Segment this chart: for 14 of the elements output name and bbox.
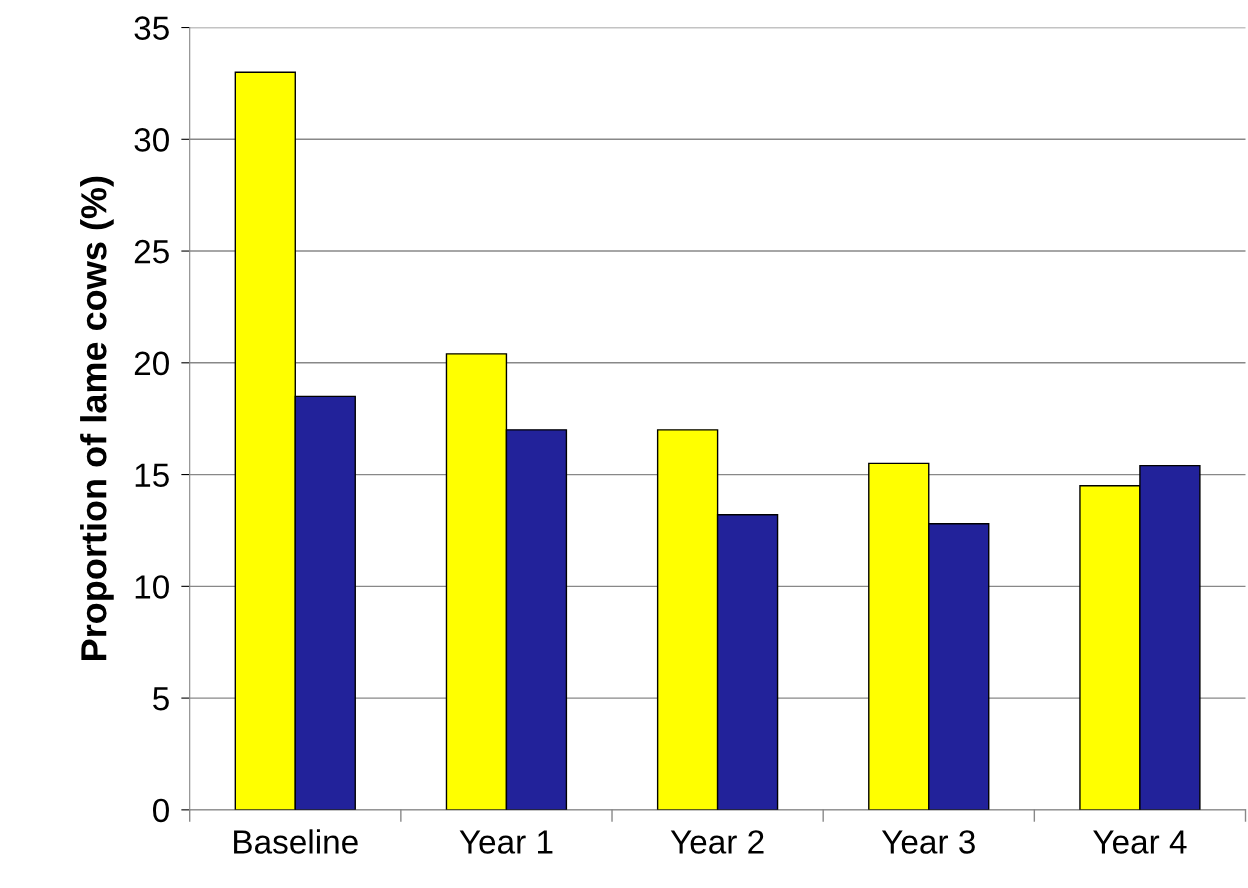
x-tick-label: Baseline bbox=[234, 829, 358, 854]
x-tick-label: Year 1 bbox=[459, 830, 553, 854]
y-tick-label: 0 bbox=[153, 798, 169, 823]
y-axis-title: Proportion of lame cows (%) bbox=[80, 176, 114, 661]
y-tick-label: 15 bbox=[135, 463, 169, 487]
x-tick-label: Year 4 bbox=[1093, 830, 1187, 854]
y-tick-label: 10 bbox=[135, 575, 169, 599]
y-tick-label: 20 bbox=[134, 351, 169, 376]
x-tick-label: Year 3 bbox=[881, 830, 975, 854]
x-tick-label: Year 2 bbox=[670, 830, 764, 854]
y-tick-label: 30 bbox=[134, 128, 169, 152]
y-tick-label: 5 bbox=[153, 687, 169, 711]
y-tick-label: 35 bbox=[134, 16, 169, 40]
y-tick-label: 25 bbox=[134, 239, 169, 264]
